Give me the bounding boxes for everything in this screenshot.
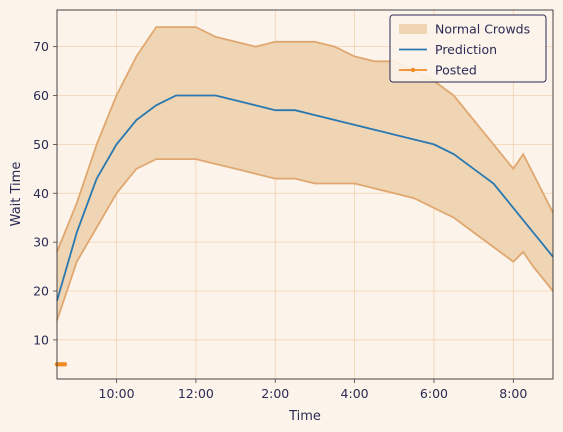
y-axis-ticks: 10 20 30 40 50 60 70 xyxy=(33,39,57,347)
band-area xyxy=(57,27,553,321)
x-axis-label: Time xyxy=(288,409,321,424)
band-lower-edge xyxy=(56,158,554,321)
y-tick-label: 50 xyxy=(33,137,49,152)
x-tick-label: 12:00 xyxy=(178,386,214,401)
band-layer xyxy=(56,26,554,321)
legend-label: Posted xyxy=(435,63,477,78)
x-tick-label: 4:00 xyxy=(341,386,369,401)
lines-layer xyxy=(54,94,554,367)
y-tick-label: 70 xyxy=(33,39,49,54)
y-tick-label: 60 xyxy=(33,88,49,103)
prediction-line xyxy=(56,94,554,302)
legend-label: Prediction xyxy=(435,42,497,57)
y-tick-label: 10 xyxy=(33,332,49,347)
legend-box xyxy=(389,14,547,83)
posted-point xyxy=(62,362,68,367)
x-tick-label: 10:00 xyxy=(99,386,135,401)
x-tick-label: 2:00 xyxy=(261,386,289,401)
y-tick-label: 20 xyxy=(33,284,49,299)
band-upper-edge xyxy=(56,26,554,253)
x-tick-label: 8:00 xyxy=(499,386,527,401)
axes xyxy=(56,9,554,380)
x-tick-label: 6:00 xyxy=(420,386,448,401)
y-tick-label: 30 xyxy=(33,235,49,250)
legend-posted-marker xyxy=(410,67,416,73)
axes-frame xyxy=(56,9,554,380)
x-axis-ticks: 10:00 12:00 2:00 4:00 6:00 8:00 xyxy=(99,379,527,401)
legend-band-swatch xyxy=(399,24,427,34)
legend-label: Normal Crowds xyxy=(435,22,530,37)
y-axis-label: Wait Time xyxy=(9,162,24,227)
y-tick-label: 40 xyxy=(33,186,49,201)
legend: Normal Crowds Prediction Posted xyxy=(389,14,547,83)
